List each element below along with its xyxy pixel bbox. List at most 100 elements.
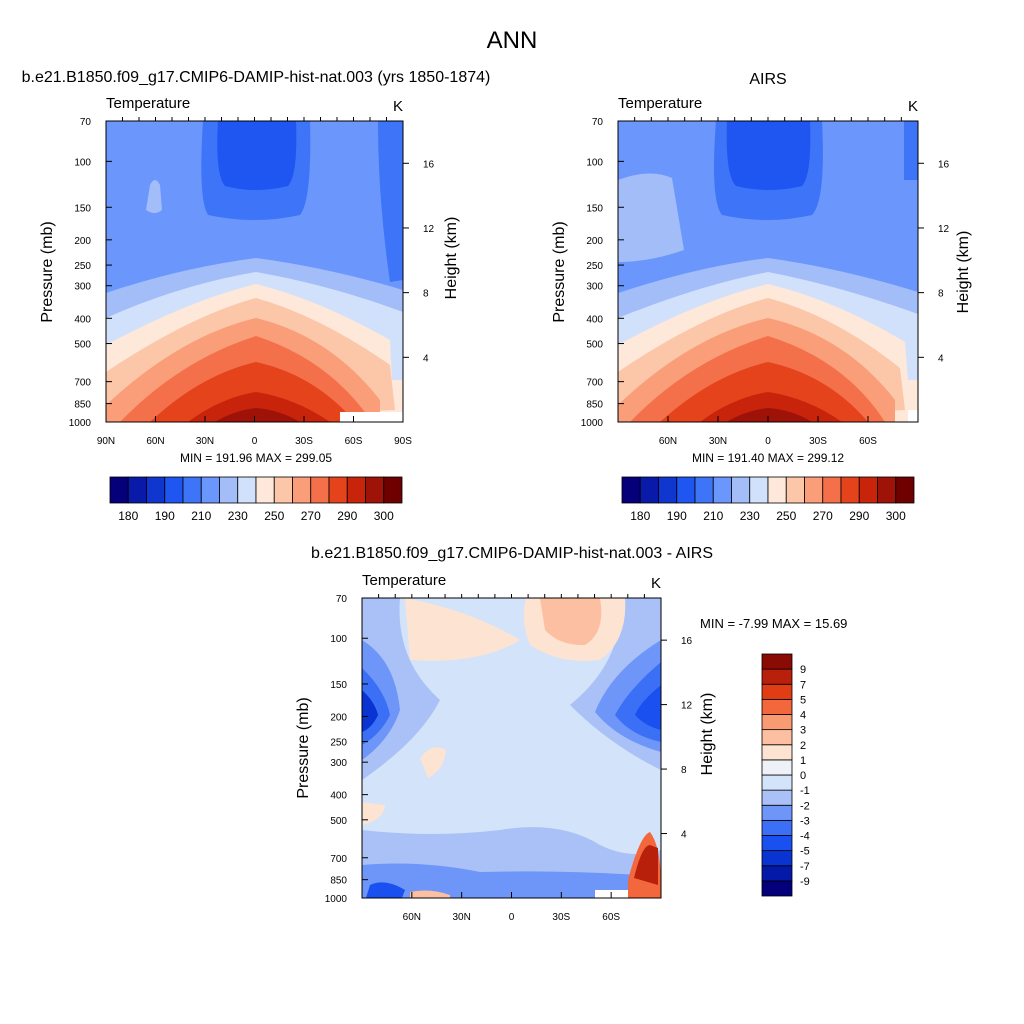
colorbar-swatch (804, 476, 824, 504)
colorbar-swatch (761, 653, 793, 670)
panel-model-units: K (393, 98, 403, 115)
x-tick-label: 30N (709, 436, 727, 447)
panel-model-stats: MIN = 191.96 MAX = 299.05 (180, 451, 332, 465)
y-tick-label: 850 (330, 876, 347, 887)
x-tick-label: 30S (809, 436, 827, 447)
colorbar-label: -3 (800, 815, 810, 827)
panel-model-axes: 70 100 150 200 250 300 400 500 700 850 1000 90N 60N 3… (69, 117, 435, 447)
x-tick-label: 60N (659, 436, 677, 447)
panel-model-ylabel: Pressure (mb) (39, 221, 56, 322)
y-tick-label: 500 (74, 340, 91, 351)
panel-diff-variable: Temperature (362, 572, 446, 589)
x-tick-label: 90S (394, 436, 412, 447)
colorbar-swatch (761, 850, 793, 867)
panel-diff: b.e21.B1850.f09_g17.CMIP6-DAMIP-hist-nat… (295, 545, 847, 923)
colorbar-label: 0 (800, 770, 806, 782)
colorbar-swatch (895, 476, 915, 504)
colorbar-swatch (712, 476, 732, 504)
colorbar-swatch (182, 476, 202, 504)
colorbar-label: -1 (800, 785, 810, 797)
y-tick-label: 400 (330, 791, 347, 802)
x-tick-label: 60S (602, 912, 620, 923)
y-tick-label: 150 (74, 203, 91, 214)
colorbar-label: 5 (800, 694, 806, 706)
colorbar-swatch (731, 476, 751, 504)
y-tick-label: 300 (330, 758, 347, 769)
colorbar-swatch (621, 476, 641, 504)
panel-model-colorbar: 180 190 210 230 250 270 290 300 (109, 476, 403, 523)
colorbar-swatch (365, 476, 385, 504)
x-tick-label: 0 (509, 912, 515, 923)
colorbar-swatch (676, 476, 696, 504)
colorbar-swatch (761, 729, 793, 746)
colorbar-swatch (383, 476, 403, 504)
colorbar-label: 300 (886, 509, 906, 523)
colorbar-swatch (694, 476, 714, 504)
panel-model-title: b.e21.B1850.f09_g17.CMIP6-DAMIP-hist-nat… (22, 69, 491, 86)
colorbar-swatch (761, 668, 793, 685)
height-tick-label: 16 (938, 159, 950, 170)
x-tick-label: 0 (765, 436, 771, 447)
x-tick-label: 60N (146, 436, 164, 447)
y-tick-label: 150 (586, 203, 603, 214)
y-tick-label: 100 (74, 157, 91, 168)
colorbar-swatch (658, 476, 678, 504)
colorbar-label: 190 (155, 509, 175, 523)
x-tick-label: 60S (859, 436, 877, 447)
panel-obs-ylabel-right: Height (km) (955, 231, 972, 314)
main-title: ANN (487, 27, 538, 54)
y-tick-label: 100 (586, 157, 603, 168)
panel-obs-title: AIRS (749, 71, 786, 88)
colorbar-label: -7 (800, 861, 810, 873)
colorbar-swatch (761, 744, 793, 761)
colorbar-label: 270 (813, 509, 833, 523)
y-tick-label: 500 (330, 816, 347, 827)
colorbar-label: -2 (800, 800, 810, 812)
colorbar-label: 300 (374, 509, 394, 523)
y-tick-label: 70 (592, 117, 604, 128)
y-tick-label: 1000 (325, 894, 348, 905)
height-tick-label: 4 (423, 353, 429, 364)
panel-obs-units: K (908, 98, 918, 115)
panel-obs: AIRS Temperature K 70 100 150 200 250 300 400 5… (551, 71, 972, 523)
colorbar-label: 3 (800, 725, 806, 737)
colorbar-swatch (761, 789, 793, 806)
colorbar-swatch (273, 476, 293, 504)
colorbar-swatch (877, 476, 897, 504)
y-tick-label: 100 (330, 634, 347, 645)
x-tick-label: 30N (196, 436, 214, 447)
y-tick-label: 200 (330, 712, 347, 723)
y-tick-label: 1000 (581, 418, 604, 429)
panel-obs-contours (618, 121, 918, 422)
x-tick-label: 90N (97, 436, 115, 447)
y-tick-label: 850 (586, 400, 603, 411)
colorbar-label: -4 (800, 831, 810, 843)
x-tick-label: 30S (295, 436, 313, 447)
colorbar-swatch (200, 476, 220, 504)
panel-diff-stats: MIN = -7.99 MAX = 15.69 (700, 616, 847, 631)
height-tick-label: 4 (681, 830, 687, 841)
y-tick-label: 70 (80, 117, 92, 128)
y-tick-label: 70 (336, 594, 348, 605)
colorbar-label: 250 (264, 509, 284, 523)
x-tick-label: 60S (345, 436, 363, 447)
colorbar-swatch (164, 476, 184, 504)
colorbar-label: -5 (800, 846, 810, 858)
height-tick-label: 16 (423, 159, 435, 170)
y-tick-label: 500 (586, 340, 603, 351)
y-tick-label: 300 (74, 282, 91, 293)
y-tick-label: 150 (330, 680, 347, 691)
height-tick-label: 4 (938, 353, 944, 364)
y-tick-label: 700 (586, 378, 603, 389)
panel-diff-ylabel-right: Height (km) (699, 693, 716, 776)
height-tick-label: 16 (681, 636, 693, 647)
colorbar-swatch (767, 476, 787, 504)
colorbar-label: 180 (118, 509, 138, 523)
x-tick-label: 30S (552, 912, 570, 923)
colorbar-label: 270 (301, 509, 321, 523)
colorbar-swatch (761, 804, 793, 821)
colorbar-swatch (761, 714, 793, 731)
panel-diff-colorbar: 9 7 5 4 3 2 1 0 -1 -2 -3 -4 -5 -7 -9 (761, 653, 810, 897)
colorbar-swatch (255, 476, 275, 504)
panel-obs-colorbar: 180 190 210 230 250 270 290 300 (621, 476, 915, 523)
